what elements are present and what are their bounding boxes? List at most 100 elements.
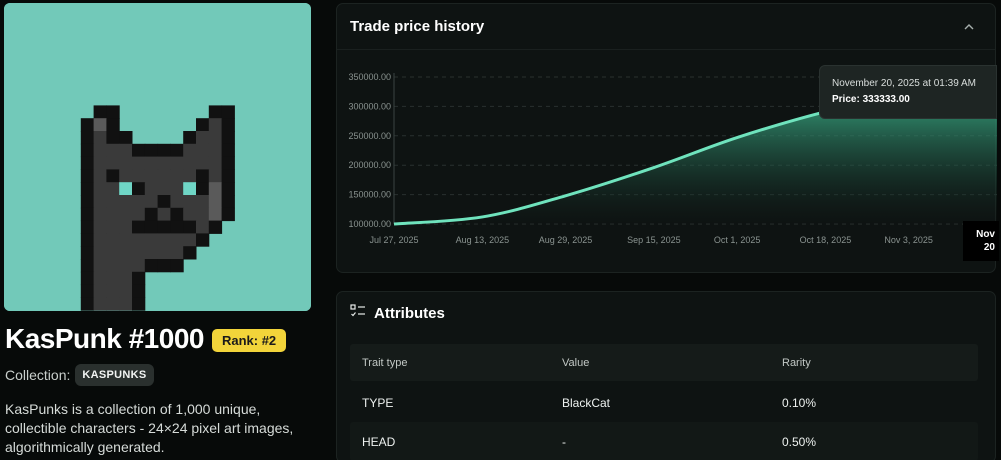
tooltip-date: November 20, 2025 at 01:39 AM xyxy=(832,78,976,89)
cat-pixel xyxy=(221,169,235,183)
cat-pixel xyxy=(221,195,235,209)
cat-pixel xyxy=(119,259,133,273)
cat-pixel xyxy=(221,182,235,196)
y-tick-label: 150000.00 xyxy=(348,190,391,200)
attributes-table: Trait type Value Rarity TYPE BlackCat 0.… xyxy=(350,344,978,460)
cat-pixel xyxy=(183,169,197,183)
attributes-title: Attributes xyxy=(374,304,445,322)
cat-pixel xyxy=(119,271,133,286)
cat-pixel xyxy=(208,105,223,119)
cat-pixel xyxy=(208,207,223,222)
table-header-row: Trait type Value Rarity xyxy=(350,344,978,381)
cat-pixel xyxy=(221,131,235,145)
x-cursor-month: Nov xyxy=(976,229,995,240)
collection-label: Collection: xyxy=(5,367,71,383)
cat-pixel xyxy=(144,156,159,170)
cat-pixel xyxy=(80,220,95,234)
cat-pixel xyxy=(144,195,159,209)
cat-pixel xyxy=(196,182,210,196)
chevron-up-icon[interactable] xyxy=(959,17,979,37)
cat-pixel xyxy=(170,233,184,247)
cat-pixel xyxy=(183,207,197,222)
cat-pixel xyxy=(170,207,184,222)
cat-pixel xyxy=(196,169,210,183)
cat-pixel xyxy=(80,246,95,260)
cat-pixel xyxy=(170,246,184,260)
nft-title-row: KasPunk #1000 Rank: #2 xyxy=(5,323,287,355)
cat-pixel xyxy=(106,297,120,311)
cat-pixel xyxy=(157,169,171,183)
cat-pixel xyxy=(132,284,146,298)
cat-pixel xyxy=(80,182,95,196)
cat-pixel xyxy=(170,182,184,196)
cat-pixel xyxy=(93,169,107,183)
cat-pixel xyxy=(144,259,159,273)
cat-pixel xyxy=(132,156,146,170)
cat-pixel xyxy=(119,246,133,260)
cat-pixel xyxy=(119,131,133,145)
cat-pixel xyxy=(80,284,95,298)
cat-pixel xyxy=(106,246,120,260)
cat-pixel xyxy=(106,259,120,273)
cat-pixel xyxy=(208,156,223,170)
price-chart[interactable]: 100000.00 150000.00 200000.00 250000.00 3000… xyxy=(337,51,999,273)
cat-pixel xyxy=(144,169,159,183)
cat-pixel xyxy=(106,195,120,209)
attributes-header: Attributes xyxy=(337,292,995,334)
cat-pixel xyxy=(170,259,184,273)
cat-pixel xyxy=(119,233,133,247)
cat-pixel xyxy=(106,220,120,234)
x-tick-label: Aug 13, 2025 xyxy=(456,235,510,245)
y-tick-label: 300000.00 xyxy=(348,101,391,111)
attributes-panel: Attributes Trait type Value Rarity TYPE … xyxy=(336,291,996,460)
cat-pixel xyxy=(196,195,210,209)
cat-pixel xyxy=(80,259,95,273)
cat-pixel xyxy=(183,233,197,247)
cat-pixel xyxy=(80,195,95,209)
cat-pixel xyxy=(144,182,159,196)
cat-pixel xyxy=(221,143,235,158)
cat-pixel xyxy=(93,207,107,222)
cat-pixel xyxy=(93,105,107,119)
rarity-cell: 0.50% xyxy=(782,434,817,449)
cat-pixel xyxy=(132,182,146,196)
y-tick-label: 250000.00 xyxy=(348,131,391,141)
cat-pixel xyxy=(170,169,184,183)
cat-pixel xyxy=(208,182,223,196)
column-header-rarity: Rarity xyxy=(782,356,811,369)
cat-pixel xyxy=(183,246,197,260)
cat-pixel xyxy=(208,195,223,209)
cat-pixel xyxy=(93,246,107,260)
cat-pixel xyxy=(196,233,210,247)
x-tick-label: Jul 27, 2025 xyxy=(369,235,418,245)
cat-pixel xyxy=(80,297,95,311)
cat-pixel xyxy=(80,143,95,158)
cat-pixel xyxy=(170,143,184,158)
cat-pixel xyxy=(93,156,107,170)
price-chart-svg: 100000.00 150000.00 200000.00 250000.00 3000… xyxy=(348,72,997,245)
collection-link[interactable]: KASPUNKS xyxy=(75,364,154,386)
cat-pixel xyxy=(106,143,120,158)
cat-pixel xyxy=(132,143,146,158)
table-row: TYPE BlackCat 0.10% xyxy=(350,383,978,422)
cat-pixel xyxy=(144,143,159,158)
cat-pixel xyxy=(119,220,133,234)
cat-pixel xyxy=(93,143,107,158)
cat-pixel xyxy=(106,271,120,286)
kaspunk-pixel-art xyxy=(4,3,311,311)
cat-pixel xyxy=(119,297,133,311)
cat-pixel xyxy=(157,233,171,247)
cat-pixel xyxy=(93,195,107,209)
cat-pixel xyxy=(119,195,133,209)
cat-pixel xyxy=(132,246,146,260)
cat-pixel xyxy=(157,246,171,260)
cat-pixel xyxy=(80,233,95,247)
cat-pixel xyxy=(106,156,120,170)
cat-pixel xyxy=(106,284,120,298)
cat-pixel xyxy=(93,182,107,196)
cat-pixel xyxy=(80,118,95,132)
cat-pixel xyxy=(106,182,120,196)
trade-price-history-panel: Trade price history 100000.00 150000.00 20… xyxy=(336,3,999,273)
cat-pixel xyxy=(157,259,171,273)
cat-pixel xyxy=(170,220,184,234)
